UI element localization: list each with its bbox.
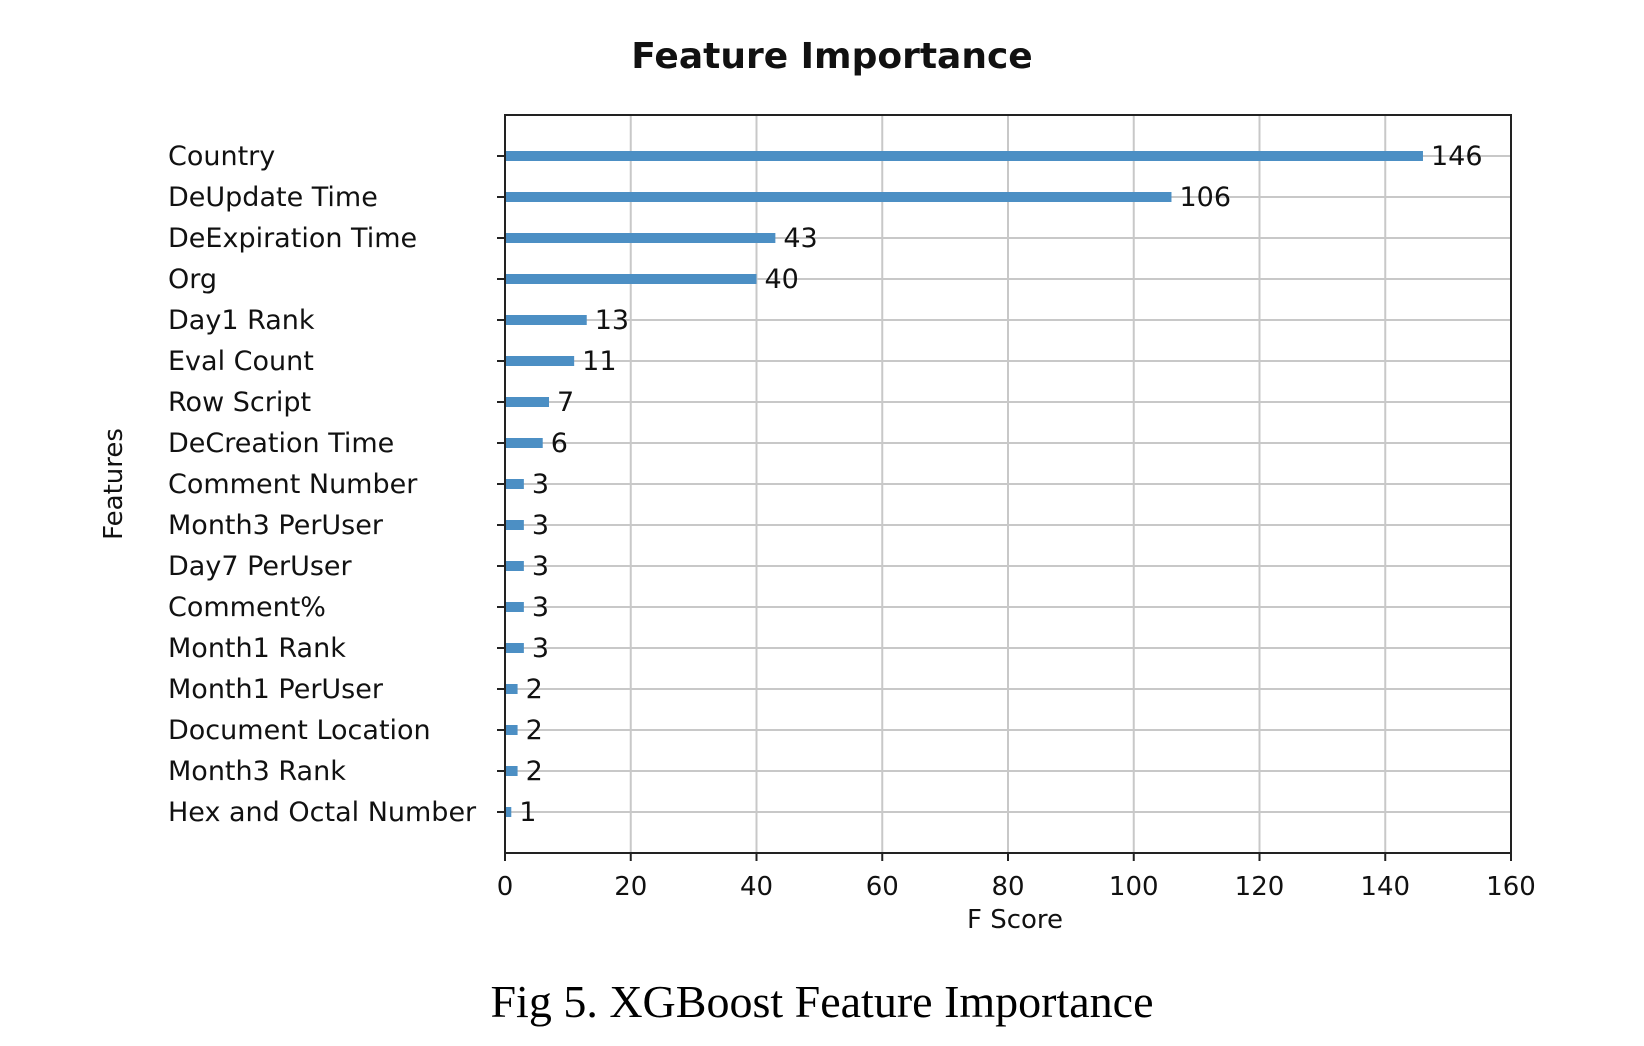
value-label: 2 bbox=[526, 715, 543, 746]
value-label: 3 bbox=[532, 592, 549, 623]
category-label: Row Script bbox=[168, 387, 311, 418]
x-tick-label: 120 bbox=[1235, 872, 1285, 902]
category-label: Hex and Octal Number bbox=[168, 797, 477, 828]
value-label: 11 bbox=[582, 346, 616, 377]
bar-month1-peruser bbox=[505, 684, 518, 694]
value-label: 2 bbox=[526, 674, 543, 705]
grid-layer bbox=[497, 115, 1512, 861]
bar-org bbox=[505, 274, 757, 284]
bar-day7-peruser bbox=[505, 561, 524, 571]
value-label: 6 bbox=[551, 428, 568, 459]
x-tick-label: 40 bbox=[740, 872, 773, 902]
x-tick-label: 20 bbox=[614, 872, 647, 902]
bar-comment-number bbox=[505, 479, 524, 489]
bar-eval-count bbox=[505, 356, 575, 366]
category-label: Org bbox=[168, 264, 217, 295]
value-label: 3 bbox=[532, 510, 549, 541]
category-label: Comment Number bbox=[168, 469, 418, 500]
category-label: DeCreation Time bbox=[168, 428, 394, 459]
bar-country bbox=[505, 151, 1423, 161]
value-label: 146 bbox=[1431, 141, 1483, 172]
x-tick-label: 80 bbox=[991, 872, 1024, 902]
bar-deupdate-time bbox=[505, 192, 1172, 202]
bar-comment- bbox=[505, 602, 524, 612]
x-tick-label: 160 bbox=[1486, 872, 1536, 902]
category-label: Month1 Rank bbox=[168, 633, 346, 664]
bar-row-script bbox=[505, 397, 550, 407]
bar-month3-peruser bbox=[505, 520, 524, 530]
value-label: 13 bbox=[595, 305, 629, 336]
bar-month3-rank bbox=[505, 766, 518, 776]
value-label: 7 bbox=[557, 387, 574, 418]
value-label: 40 bbox=[765, 264, 799, 295]
category-label: Day1 Rank bbox=[168, 305, 315, 336]
value-label: 3 bbox=[532, 551, 549, 582]
value-label: 1 bbox=[519, 797, 536, 828]
bar-month1-rank bbox=[505, 643, 524, 653]
chart-title: Feature Importance bbox=[631, 36, 1032, 77]
x-tick-label: 140 bbox=[1360, 872, 1410, 902]
bar-document-location bbox=[505, 725, 518, 735]
y-axis-title: Features bbox=[99, 428, 129, 540]
bar-day1-rank bbox=[505, 315, 587, 325]
figure-caption: Fig 5. XGBoost Feature Importance bbox=[490, 976, 1154, 1027]
x-tick-label: 60 bbox=[866, 872, 899, 902]
category-label: Month1 PerUser bbox=[168, 674, 384, 705]
category-label: DeUpdate Time bbox=[168, 182, 378, 213]
bar-deexpiration-time bbox=[505, 233, 776, 243]
category-label: Day7 PerUser bbox=[168, 551, 353, 582]
bar-hex-and-octal-number bbox=[505, 807, 512, 817]
category-label: DeExpiration Time bbox=[168, 223, 417, 254]
category-label: Month3 Rank bbox=[168, 756, 346, 787]
plot-frame bbox=[504, 114, 1512, 854]
category-label: Month3 PerUser bbox=[168, 510, 384, 541]
value-label: 43 bbox=[783, 223, 817, 254]
category-label: Comment% bbox=[168, 592, 326, 623]
category-label: Eval Count bbox=[168, 346, 314, 377]
x-tick-label: 0 bbox=[497, 872, 514, 902]
x-axis-title: F Score bbox=[967, 905, 1063, 935]
value-label: 106 bbox=[1179, 182, 1231, 213]
value-label: 3 bbox=[532, 633, 549, 664]
value-label: 3 bbox=[532, 469, 549, 500]
bar-decreation-time bbox=[505, 438, 543, 448]
bars-layer bbox=[505, 151, 1423, 817]
category-label: Country bbox=[168, 141, 275, 172]
category-label: Document Location bbox=[168, 715, 431, 746]
value-label: 2 bbox=[526, 756, 543, 787]
x-tick-label: 100 bbox=[1109, 872, 1159, 902]
